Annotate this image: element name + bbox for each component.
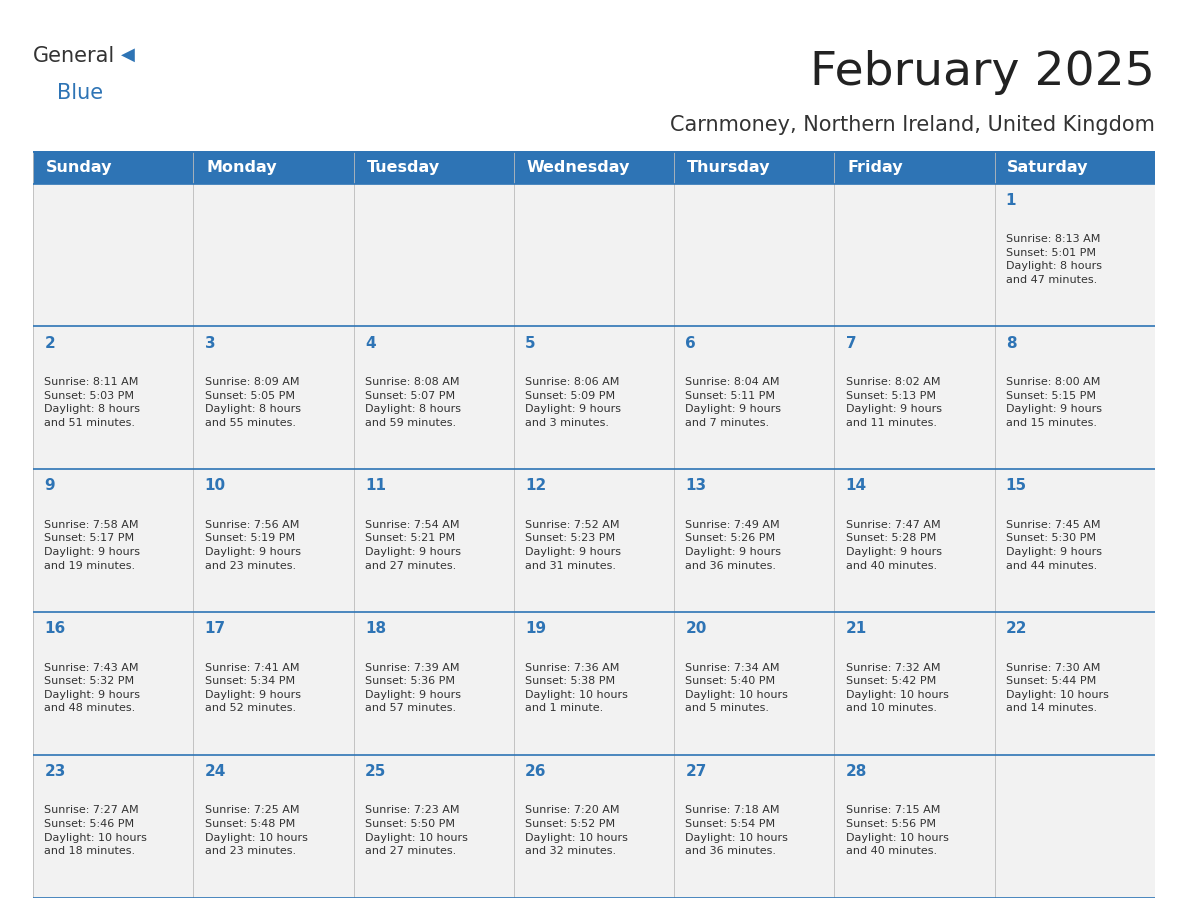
Text: 21: 21 <box>846 621 867 636</box>
Text: 22: 22 <box>1006 621 1028 636</box>
Text: Sunrise: 7:41 AM
Sunset: 5:34 PM
Daylight: 9 hours
and 52 minutes.: Sunrise: 7:41 AM Sunset: 5:34 PM Dayligh… <box>204 663 301 713</box>
Text: Sunrise: 7:45 AM
Sunset: 5:30 PM
Daylight: 9 hours
and 44 minutes.: Sunrise: 7:45 AM Sunset: 5:30 PM Dayligh… <box>1006 520 1101 571</box>
Text: February 2025: February 2025 <box>810 50 1155 95</box>
Text: General: General <box>33 46 115 66</box>
Text: Sunrise: 7:18 AM
Sunset: 5:54 PM
Daylight: 10 hours
and 36 minutes.: Sunrise: 7:18 AM Sunset: 5:54 PM Dayligh… <box>685 805 788 856</box>
Text: Thursday: Thursday <box>687 160 771 175</box>
Text: Sunrise: 7:25 AM
Sunset: 5:48 PM
Daylight: 10 hours
and 23 minutes.: Sunrise: 7:25 AM Sunset: 5:48 PM Dayligh… <box>204 805 308 856</box>
Bar <box>33 327 1155 469</box>
Text: Sunrise: 7:15 AM
Sunset: 5:56 PM
Daylight: 10 hours
and 40 minutes.: Sunrise: 7:15 AM Sunset: 5:56 PM Dayligh… <box>846 805 948 856</box>
Text: Sunrise: 7:30 AM
Sunset: 5:44 PM
Daylight: 10 hours
and 14 minutes.: Sunrise: 7:30 AM Sunset: 5:44 PM Dayligh… <box>1006 663 1108 713</box>
Text: Sunrise: 7:34 AM
Sunset: 5:40 PM
Daylight: 10 hours
and 5 minutes.: Sunrise: 7:34 AM Sunset: 5:40 PM Dayligh… <box>685 663 788 713</box>
Text: 12: 12 <box>525 478 546 494</box>
Text: 14: 14 <box>846 478 867 494</box>
Text: Sunrise: 7:23 AM
Sunset: 5:50 PM
Daylight: 10 hours
and 27 minutes.: Sunrise: 7:23 AM Sunset: 5:50 PM Dayligh… <box>365 805 468 856</box>
Text: Sunday: Sunday <box>46 160 113 175</box>
Text: 28: 28 <box>846 764 867 779</box>
Text: 13: 13 <box>685 478 707 494</box>
Text: Sunrise: 7:20 AM
Sunset: 5:52 PM
Daylight: 10 hours
and 32 minutes.: Sunrise: 7:20 AM Sunset: 5:52 PM Dayligh… <box>525 805 628 856</box>
Text: Sunrise: 7:58 AM
Sunset: 5:17 PM
Daylight: 9 hours
and 19 minutes.: Sunrise: 7:58 AM Sunset: 5:17 PM Dayligh… <box>44 520 140 571</box>
Text: Sunrise: 7:36 AM
Sunset: 5:38 PM
Daylight: 10 hours
and 1 minute.: Sunrise: 7:36 AM Sunset: 5:38 PM Dayligh… <box>525 663 628 713</box>
Text: Monday: Monday <box>207 160 277 175</box>
Text: Sunrise: 7:43 AM
Sunset: 5:32 PM
Daylight: 9 hours
and 48 minutes.: Sunrise: 7:43 AM Sunset: 5:32 PM Dayligh… <box>44 663 140 713</box>
Bar <box>33 184 1155 327</box>
Text: 27: 27 <box>685 764 707 779</box>
Text: 19: 19 <box>525 621 546 636</box>
Text: Sunrise: 7:56 AM
Sunset: 5:19 PM
Daylight: 9 hours
and 23 minutes.: Sunrise: 7:56 AM Sunset: 5:19 PM Dayligh… <box>204 520 301 571</box>
Text: Sunrise: 7:54 AM
Sunset: 5:21 PM
Daylight: 9 hours
and 27 minutes.: Sunrise: 7:54 AM Sunset: 5:21 PM Dayligh… <box>365 520 461 571</box>
Text: 18: 18 <box>365 621 386 636</box>
Text: Sunrise: 7:39 AM
Sunset: 5:36 PM
Daylight: 9 hours
and 57 minutes.: Sunrise: 7:39 AM Sunset: 5:36 PM Dayligh… <box>365 663 461 713</box>
Text: 25: 25 <box>365 764 386 779</box>
Text: ◀: ◀ <box>121 46 135 64</box>
Text: 5: 5 <box>525 336 536 351</box>
Text: 3: 3 <box>204 336 215 351</box>
Text: 26: 26 <box>525 764 546 779</box>
Text: Blue: Blue <box>57 83 103 103</box>
Bar <box>33 612 1155 755</box>
Text: Saturday: Saturday <box>1007 160 1089 175</box>
Text: Sunrise: 8:13 AM
Sunset: 5:01 PM
Daylight: 8 hours
and 47 minutes.: Sunrise: 8:13 AM Sunset: 5:01 PM Dayligh… <box>1006 234 1101 285</box>
Text: 9: 9 <box>44 478 55 494</box>
Text: Sunrise: 8:08 AM
Sunset: 5:07 PM
Daylight: 8 hours
and 59 minutes.: Sunrise: 8:08 AM Sunset: 5:07 PM Dayligh… <box>365 377 461 428</box>
Text: 16: 16 <box>44 621 65 636</box>
Text: Sunrise: 8:02 AM
Sunset: 5:13 PM
Daylight: 9 hours
and 11 minutes.: Sunrise: 8:02 AM Sunset: 5:13 PM Dayligh… <box>846 377 942 428</box>
Text: 8: 8 <box>1006 336 1017 351</box>
Text: Friday: Friday <box>847 160 903 175</box>
Text: Tuesday: Tuesday <box>367 160 440 175</box>
Text: Sunrise: 8:11 AM
Sunset: 5:03 PM
Daylight: 8 hours
and 51 minutes.: Sunrise: 8:11 AM Sunset: 5:03 PM Dayligh… <box>44 377 140 428</box>
Text: 15: 15 <box>1006 478 1026 494</box>
Text: 17: 17 <box>204 621 226 636</box>
Text: Wednesday: Wednesday <box>526 160 630 175</box>
Text: 7: 7 <box>846 336 857 351</box>
Bar <box>33 469 1155 612</box>
Text: 2: 2 <box>44 336 55 351</box>
Text: 4: 4 <box>365 336 375 351</box>
Bar <box>33 151 1155 184</box>
Text: 24: 24 <box>204 764 226 779</box>
Text: Sunrise: 8:00 AM
Sunset: 5:15 PM
Daylight: 9 hours
and 15 minutes.: Sunrise: 8:00 AM Sunset: 5:15 PM Dayligh… <box>1006 377 1101 428</box>
Text: Sunrise: 7:27 AM
Sunset: 5:46 PM
Daylight: 10 hours
and 18 minutes.: Sunrise: 7:27 AM Sunset: 5:46 PM Dayligh… <box>44 805 147 856</box>
Text: Sunrise: 8:06 AM
Sunset: 5:09 PM
Daylight: 9 hours
and 3 minutes.: Sunrise: 8:06 AM Sunset: 5:09 PM Dayligh… <box>525 377 621 428</box>
Text: Carnmoney, Northern Ireland, United Kingdom: Carnmoney, Northern Ireland, United King… <box>670 115 1155 135</box>
Bar <box>33 755 1155 898</box>
Text: Sunrise: 8:09 AM
Sunset: 5:05 PM
Daylight: 8 hours
and 55 minutes.: Sunrise: 8:09 AM Sunset: 5:05 PM Dayligh… <box>204 377 301 428</box>
Text: Sunrise: 7:49 AM
Sunset: 5:26 PM
Daylight: 9 hours
and 36 minutes.: Sunrise: 7:49 AM Sunset: 5:26 PM Dayligh… <box>685 520 782 571</box>
Text: 11: 11 <box>365 478 386 494</box>
Text: Sunrise: 7:32 AM
Sunset: 5:42 PM
Daylight: 10 hours
and 10 minutes.: Sunrise: 7:32 AM Sunset: 5:42 PM Dayligh… <box>846 663 948 713</box>
Text: Sunrise: 8:04 AM
Sunset: 5:11 PM
Daylight: 9 hours
and 7 minutes.: Sunrise: 8:04 AM Sunset: 5:11 PM Dayligh… <box>685 377 782 428</box>
Text: 10: 10 <box>204 478 226 494</box>
Text: 20: 20 <box>685 621 707 636</box>
Text: Sunrise: 7:47 AM
Sunset: 5:28 PM
Daylight: 9 hours
and 40 minutes.: Sunrise: 7:47 AM Sunset: 5:28 PM Dayligh… <box>846 520 942 571</box>
Text: 6: 6 <box>685 336 696 351</box>
Text: 1: 1 <box>1006 193 1016 207</box>
Text: Sunrise: 7:52 AM
Sunset: 5:23 PM
Daylight: 9 hours
and 31 minutes.: Sunrise: 7:52 AM Sunset: 5:23 PM Dayligh… <box>525 520 621 571</box>
Text: 23: 23 <box>44 764 65 779</box>
